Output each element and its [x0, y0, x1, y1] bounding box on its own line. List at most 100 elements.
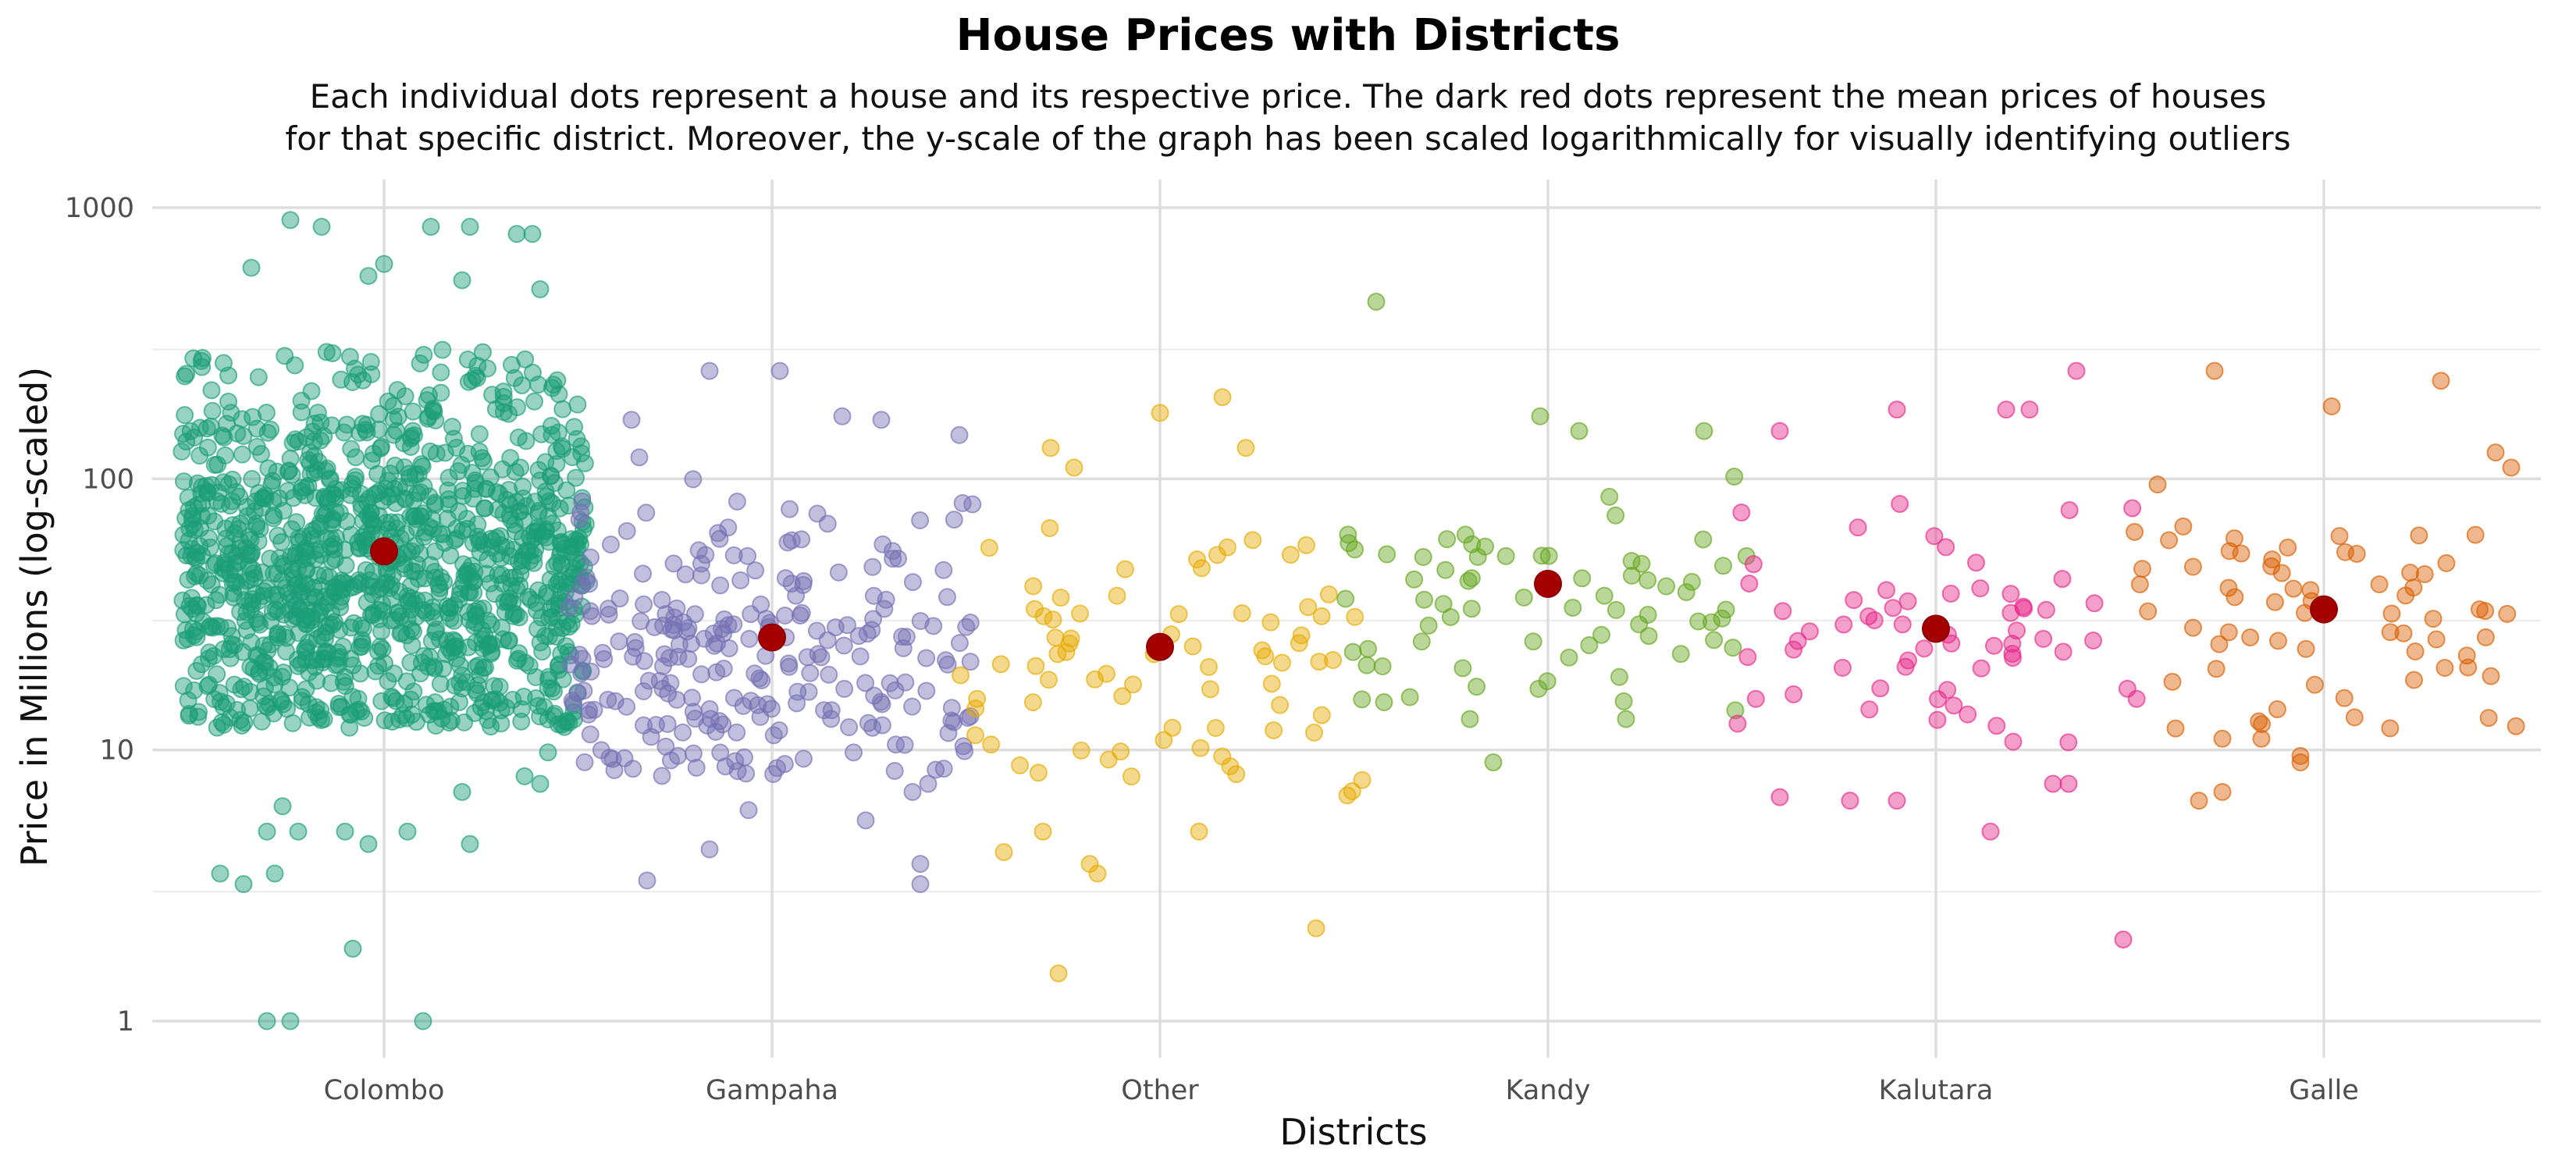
data-point [219, 392, 238, 411]
data-point [220, 640, 239, 659]
data-point [1740, 574, 1759, 593]
data-point [1606, 600, 1625, 619]
data-point [903, 573, 922, 592]
data-point [568, 395, 587, 414]
data-point [240, 699, 259, 718]
data-point [234, 875, 253, 894]
data-point [1682, 572, 1701, 591]
data-point [297, 542, 315, 561]
data-point [938, 588, 956, 607]
data-point [415, 591, 434, 610]
data-point [1213, 747, 1232, 766]
y-tick-label: 100 [82, 464, 134, 495]
data-point [329, 698, 348, 717]
data-point [1346, 607, 1364, 626]
data-point [1570, 422, 1589, 440]
data-point [183, 510, 201, 529]
data-point [2268, 700, 2286, 719]
data-point [687, 758, 706, 777]
data-point [682, 689, 701, 707]
data-point [2130, 575, 2149, 594]
data-point [700, 361, 719, 380]
data-point [881, 674, 899, 692]
data-point [361, 353, 380, 372]
data-point [2268, 632, 2287, 650]
data-point [592, 741, 610, 760]
data-point [696, 546, 715, 564]
data-point [851, 647, 870, 666]
data-point [1484, 753, 1503, 772]
data-point [388, 603, 407, 622]
data-point [1560, 648, 1578, 667]
data-point [1987, 717, 2006, 735]
data-point [856, 674, 875, 692]
data-point [1928, 710, 1947, 729]
data-point [249, 646, 268, 665]
data-point [185, 681, 204, 699]
data-point [1610, 667, 1628, 686]
data-point [1997, 400, 2016, 419]
data-point [581, 725, 600, 744]
data-point [475, 452, 493, 471]
data-point [203, 401, 222, 420]
data-point [543, 679, 561, 698]
data-point [950, 634, 969, 653]
data-point [1461, 710, 1479, 728]
data-point [939, 724, 958, 742]
data-point [512, 699, 531, 718]
data-point [885, 762, 904, 781]
data-point [527, 593, 546, 612]
data-point [1788, 632, 1807, 650]
data-point [2060, 500, 2079, 519]
data-point [1155, 731, 1173, 749]
data-point [242, 258, 261, 277]
data-point [903, 782, 922, 801]
data-point [1746, 689, 1765, 708]
data-point [288, 650, 307, 669]
y-tick-labels: 1 10 100 1000 [65, 193, 134, 1038]
data-point [327, 529, 346, 547]
data-point [272, 532, 290, 551]
data-point [325, 535, 343, 553]
data-point [692, 665, 711, 684]
data-point [1024, 577, 1043, 596]
data-point [1833, 658, 1852, 677]
data-point [1265, 721, 1283, 739]
data-point [2003, 644, 2022, 663]
data-point [599, 690, 617, 709]
data-point [414, 1012, 432, 1030]
data-point [1113, 687, 1132, 706]
data-point [493, 618, 511, 637]
data-point [461, 835, 479, 853]
data-point [982, 735, 1001, 754]
data-point [174, 472, 193, 491]
data-point [174, 677, 193, 696]
data-point [711, 576, 730, 595]
data-point [370, 404, 389, 423]
data-point [1338, 786, 1357, 805]
data-point [2213, 782, 2232, 801]
data-point [312, 218, 331, 237]
data-point [1044, 610, 1062, 629]
data-point [2437, 553, 2456, 572]
data-point [553, 400, 572, 418]
data-point [433, 340, 452, 359]
data-point [1123, 675, 1142, 694]
x-tick-label: Colombo [324, 1075, 445, 1106]
data-point [2476, 628, 2495, 646]
data-point [1357, 656, 1376, 674]
data-point [2207, 660, 2226, 678]
data-point [458, 351, 477, 369]
data-point [911, 875, 930, 894]
data-point [2037, 600, 2055, 619]
data-point [1051, 589, 1070, 607]
data-point [439, 495, 458, 514]
data-point [2432, 372, 2450, 390]
data-point [653, 767, 671, 785]
data-point [411, 354, 429, 372]
data-point [2405, 671, 2424, 689]
data-point [375, 711, 394, 730]
data-point [486, 400, 505, 418]
data-point [858, 625, 877, 643]
